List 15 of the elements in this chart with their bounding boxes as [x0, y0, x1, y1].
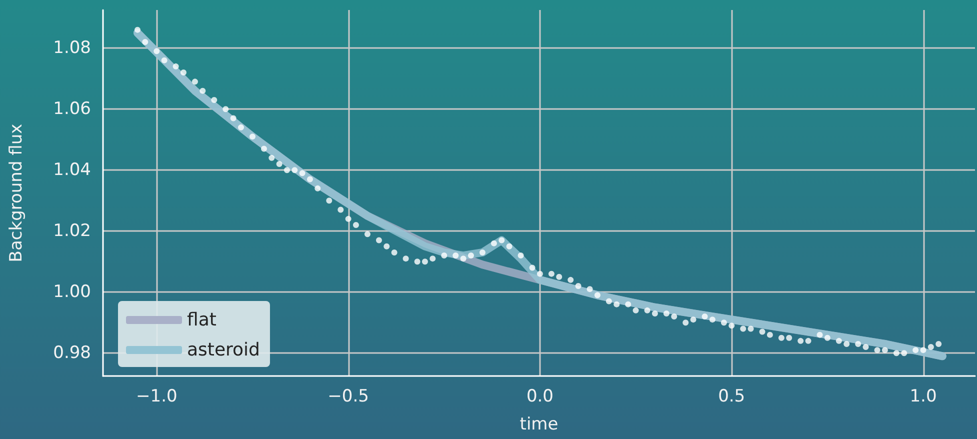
- y-tick-label: 1.04: [53, 160, 91, 180]
- y-tick-label: 1.08: [53, 38, 91, 58]
- legend-label: asteroid: [187, 340, 260, 360]
- x-tick-label: −1.0: [136, 386, 178, 406]
- x-tick-label: −0.5: [328, 386, 369, 406]
- x-tick-label: 1.0: [910, 386, 937, 406]
- y-tick-label: 0.98: [53, 343, 91, 364]
- y-axis-title: Background flux: [6, 124, 26, 262]
- y-tick-label: 1.02: [53, 221, 91, 242]
- y-tick-label: 1.00: [53, 282, 91, 302]
- x-tick-label: 0.5: [718, 386, 746, 406]
- x-axis-title: time: [520, 414, 558, 434]
- legend-label: flat: [187, 310, 216, 330]
- x-tick-label: 0.0: [526, 386, 554, 406]
- y-tick-label: 1.06: [53, 99, 91, 120]
